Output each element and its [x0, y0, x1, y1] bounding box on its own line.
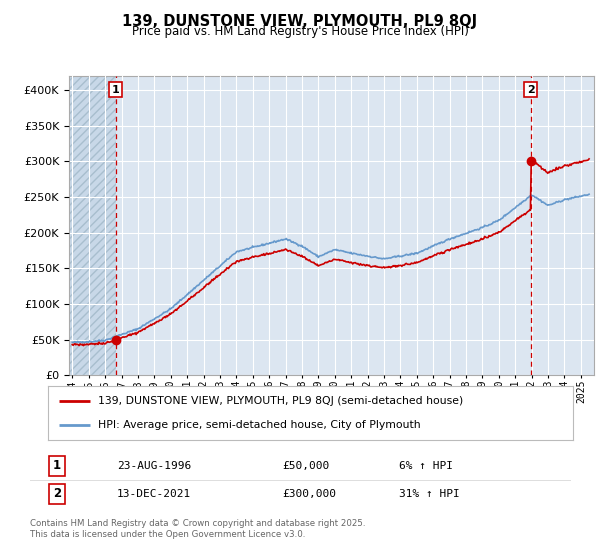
Text: 1: 1 [112, 85, 119, 95]
Text: 1: 1 [53, 459, 61, 473]
Bar [69, 76, 116, 375]
Text: Contains HM Land Registry data © Crown copyright and database right 2025.
This d: Contains HM Land Registry data © Crown c… [30, 520, 365, 539]
Text: HPI: Average price, semi-detached house, City of Plymouth: HPI: Average price, semi-detached house,… [98, 420, 421, 430]
Text: 6% ↑ HPI: 6% ↑ HPI [399, 461, 453, 471]
Text: £50,000: £50,000 [282, 461, 329, 471]
Text: 139, DUNSTONE VIEW, PLYMOUTH, PL9 8QJ (semi-detached house): 139, DUNSTONE VIEW, PLYMOUTH, PL9 8QJ (s… [98, 396, 463, 406]
Text: 31% ↑ HPI: 31% ↑ HPI [399, 489, 460, 499]
Text: 139, DUNSTONE VIEW, PLYMOUTH, PL9 8QJ: 139, DUNSTONE VIEW, PLYMOUTH, PL9 8QJ [122, 14, 478, 29]
Text: 23-AUG-1996: 23-AUG-1996 [117, 461, 191, 471]
Text: 13-DEC-2021: 13-DEC-2021 [117, 489, 191, 499]
Text: 2: 2 [527, 85, 535, 95]
Text: Price paid vs. HM Land Registry's House Price Index (HPI): Price paid vs. HM Land Registry's House … [131, 25, 469, 38]
Text: 2: 2 [53, 487, 61, 501]
Text: £300,000: £300,000 [282, 489, 336, 499]
